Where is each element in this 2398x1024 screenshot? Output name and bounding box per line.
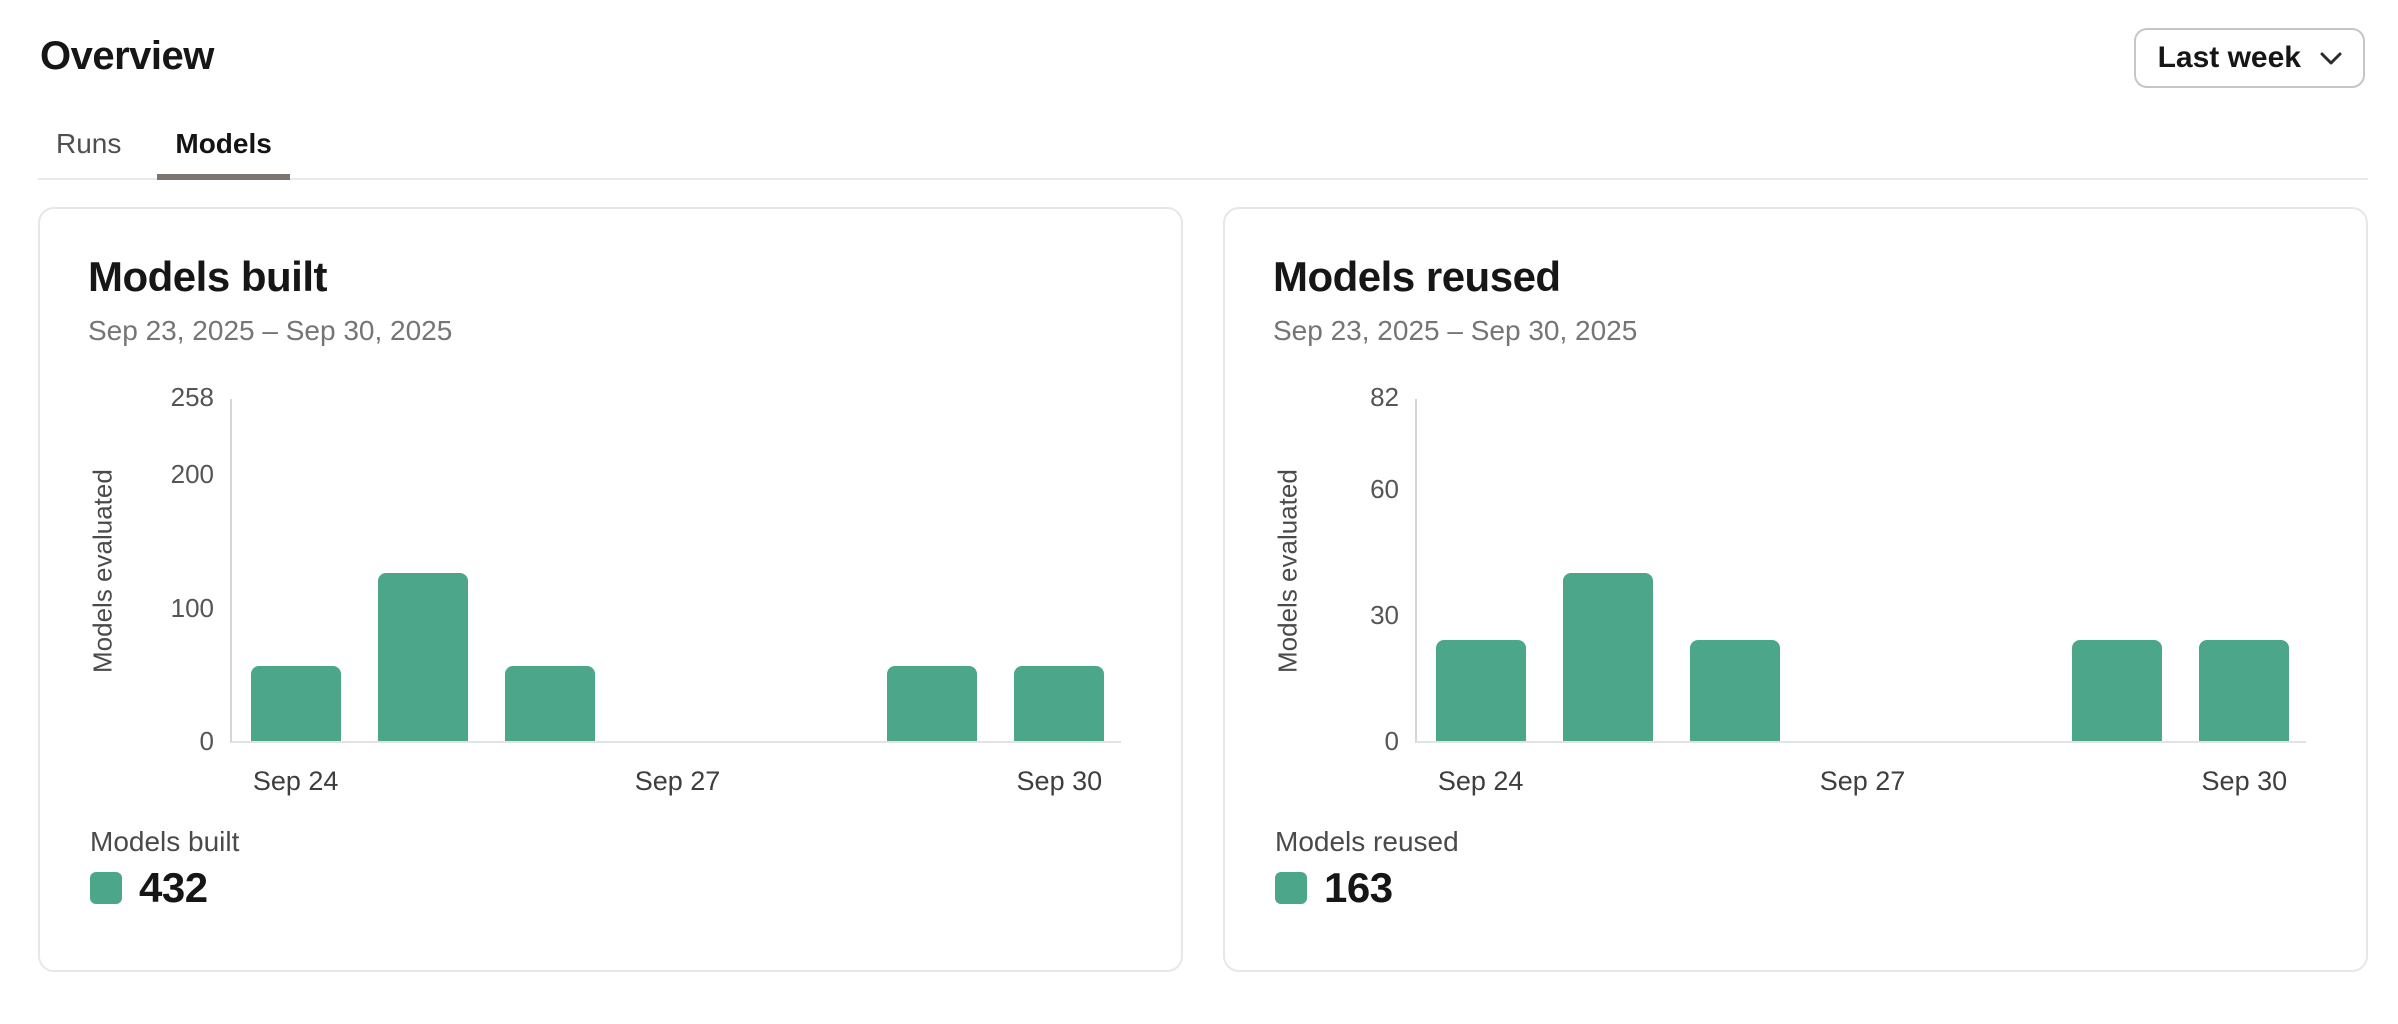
bar-sep-25	[1562, 573, 1653, 741]
tab-models[interactable]: Models	[157, 126, 290, 180]
card-title: Models built	[88, 253, 328, 300]
bar-sep-26	[1690, 640, 1781, 741]
y-tick-label: 200	[170, 459, 214, 490]
page-title: Overview	[40, 34, 214, 78]
legend-total-value: 432	[139, 864, 208, 911]
legend-total-value: 163	[1324, 864, 1393, 911]
legend-label: Models reused	[1275, 826, 1459, 857]
bar-sep-24	[1435, 640, 1526, 741]
x-tick-label: Sep 27	[634, 766, 721, 796]
legend-row: 432	[90, 864, 208, 912]
date-range-dropdown[interactable]: Last week	[2133, 28, 2365, 88]
x-tick-label: Sep 24	[252, 766, 339, 796]
chevron-down-icon	[2320, 52, 2342, 64]
models-built-chart: 0 100 200 258 Sep 24 Sep 27 Sep 30	[171, 384, 1121, 796]
models-reused-chart: 0 30 60 82 Sep 24 Sep 27 Sep 30	[1370, 384, 2306, 796]
legend-row: 163	[1275, 864, 1393, 912]
y-tick-label: 0	[1384, 726, 1399, 756]
legend-swatch	[90, 872, 122, 904]
bar-sep-29	[887, 666, 978, 741]
y-tick-label: 30	[1370, 600, 1399, 631]
bar-sep-30	[2199, 640, 2290, 741]
tab-runs[interactable]: Runs	[56, 128, 122, 159]
card-date-range: Sep 23, 2025 – Sep 30, 2025	[88, 315, 453, 346]
legend-swatch	[1275, 872, 1307, 904]
bar-sep-25	[377, 573, 468, 741]
tab-bar: Runs Models	[38, 126, 2368, 180]
y-tick-label: 258	[170, 382, 214, 412]
y-tick-label: 100	[170, 592, 214, 623]
y-tick-label: 0	[199, 726, 214, 756]
date-range-dropdown-label: Last week	[2157, 41, 2301, 74]
y-tick-label: 82	[1370, 382, 1399, 412]
card-title: Models reused	[1273, 253, 1561, 300]
x-tick-label: Sep 30	[1016, 766, 1103, 796]
x-tick-label: Sep 24	[1437, 766, 1524, 796]
legend-label: Models built	[90, 826, 240, 857]
x-tick-label: Sep 27	[1819, 766, 1906, 796]
y-axis-title: Models evaluated	[1272, 469, 1303, 673]
card-date-range: Sep 23, 2025 – Sep 30, 2025	[1273, 315, 1638, 346]
y-tick-label: 60	[1370, 474, 1399, 505]
y-axis-title: Models evaluated	[87, 469, 118, 673]
models-built-card: Models built Sep 23, 2025 – Sep 30, 2025…	[38, 207, 1183, 972]
models-reused-card: Models reused Sep 23, 2025 – Sep 30, 202…	[1223, 207, 2368, 972]
bar-sep-24	[250, 666, 341, 741]
bar-sep-26	[505, 666, 596, 741]
bar-sep-30	[1014, 666, 1105, 741]
x-tick-label: Sep 30	[2201, 766, 2288, 796]
bar-sep-29	[2072, 640, 2163, 741]
